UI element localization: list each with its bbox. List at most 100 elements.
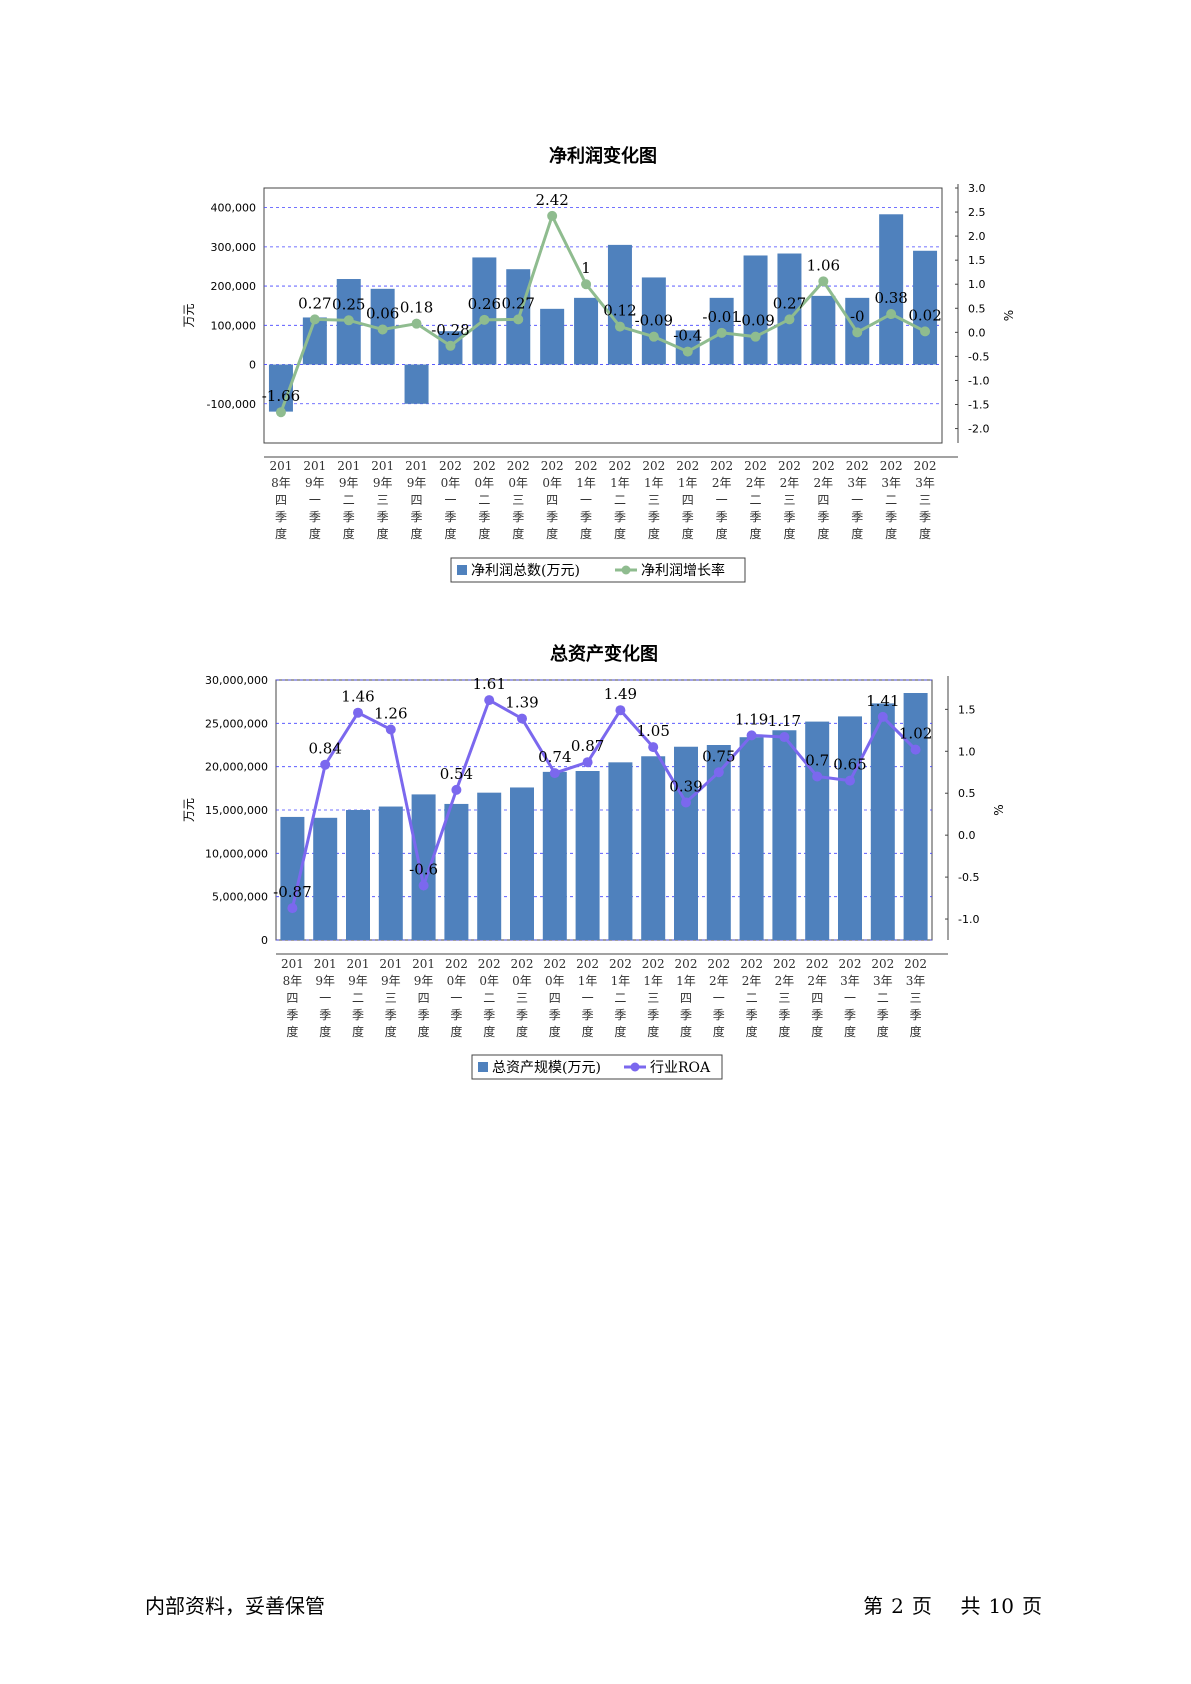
category-label: 202 0年四季度 <box>541 459 564 541</box>
bar <box>574 297 599 365</box>
y-tick-label: 15,000,000 <box>205 804 268 817</box>
series-point <box>287 903 298 914</box>
bar <box>879 214 904 365</box>
net-profit-chart-svg: 净利润变化图 -100,000 0 100,000 200,000 300,000 400,… <box>182 145 1016 583</box>
data-label: -0.6 <box>409 860 438 878</box>
category-label: 202 2年四季度 <box>806 957 829 1039</box>
data-label: 1.61 <box>472 675 505 693</box>
data-label: 1.06 <box>807 256 840 274</box>
category-label: 201 9年二季度 <box>347 957 370 1039</box>
series-point <box>445 340 456 351</box>
data-label: 1.39 <box>505 694 538 712</box>
category-label: 202 0年一季度 <box>445 957 468 1039</box>
legend-bar-label: 总资产规模(万元) <box>492 1060 601 1076</box>
y-tick-label: 300,000 <box>211 241 257 254</box>
legend-bar-swatch <box>478 1062 488 1072</box>
y2-tick-label: 0.0 <box>958 829 976 842</box>
category-label: 202 0年三季度 <box>507 459 530 541</box>
series-point <box>343 315 354 326</box>
bar <box>378 806 403 940</box>
bar <box>674 746 698 940</box>
bar <box>346 810 370 940</box>
data-label: -0.87 <box>273 883 311 901</box>
series-point <box>818 276 829 287</box>
data-label: 1.05 <box>636 722 669 740</box>
y-axis-label: 万元 <box>182 303 196 327</box>
data-label: 0.7 <box>805 751 829 769</box>
bar <box>913 250 938 365</box>
category-label: 202 1年一季度 <box>575 459 598 541</box>
y-axis-label: 万元 <box>182 798 196 822</box>
data-label: 0.18 <box>400 299 433 317</box>
y-tick-label: 100,000 <box>211 319 257 332</box>
y2-tick-label: 2.0 <box>968 230 986 243</box>
y2-tick-label: -1.0 <box>968 374 989 387</box>
series-point <box>784 314 795 325</box>
y-tick-label: 5,000,000 <box>212 891 268 904</box>
page-unit: 页 <box>911 1594 932 1618</box>
legend-line-marker <box>630 1062 640 1072</box>
data-label: 0.38 <box>874 289 907 307</box>
total-pages: 10 <box>988 1594 1014 1618</box>
series-point <box>353 707 363 718</box>
series-point <box>648 742 659 753</box>
data-label: 1.41 <box>866 692 899 710</box>
legend-bar-label: 净利润总数(万元) <box>471 563 580 579</box>
series-point <box>910 744 921 755</box>
series-point <box>779 732 790 743</box>
bar <box>641 277 666 365</box>
series-point <box>309 314 320 325</box>
data-label: 0.02 <box>908 306 941 324</box>
bar <box>510 787 534 940</box>
y2-tick-label: -0.5 <box>968 350 989 363</box>
total-assets-chart: 总资产变化图 0 5,000,000 10,000,000 15,000,000 20,0… <box>182 643 1006 1080</box>
data-label: 1.17 <box>768 712 801 730</box>
bar <box>743 255 768 365</box>
series-point <box>320 759 331 770</box>
category-label: 202 3年二季度 <box>880 459 903 541</box>
y2-tick-label: 0.5 <box>968 302 986 315</box>
y2-tick-label: 2.5 <box>968 206 986 219</box>
series-point <box>812 771 823 782</box>
category-label: 202 2年四季度 <box>812 459 835 541</box>
bar <box>772 730 797 940</box>
data-label: 1.02 <box>899 725 932 743</box>
category-label: 202 0年二季度 <box>478 957 501 1039</box>
legend-box <box>471 1054 723 1080</box>
data-label: -0.01 <box>702 308 740 326</box>
data-label: -0.4 <box>673 327 702 345</box>
data-label: -0.28 <box>431 321 469 339</box>
y2-tick-label: -2.0 <box>968 423 989 436</box>
category-label: 202 2年三季度 <box>773 957 796 1039</box>
series-line <box>290 697 917 909</box>
category-label: 202 1年四季度 <box>676 459 699 541</box>
category-label: 202 2年二季度 <box>744 459 767 541</box>
category-label: 202 1年三季度 <box>642 957 665 1039</box>
bar <box>280 816 305 940</box>
category-label: 201 8年四季度 <box>281 957 304 1039</box>
category-label: 202 1年二季度 <box>609 957 632 1039</box>
series-point <box>582 757 593 768</box>
bar <box>477 792 502 940</box>
bar <box>739 737 764 940</box>
category-label: 202 3年三季度 <box>914 459 937 541</box>
data-label: 0.87 <box>571 737 604 755</box>
data-label: -0 <box>850 307 865 325</box>
data-label: -1.66 <box>262 387 300 405</box>
legend-bar-swatch <box>457 565 467 575</box>
series-point <box>713 767 724 778</box>
data-label: 0.65 <box>833 756 866 774</box>
category-label: 202 0年一季度 <box>439 459 462 541</box>
data-label: -0.09 <box>635 312 673 330</box>
category-label: 202 0年三季度 <box>511 957 534 1039</box>
chart-title: 总资产变化图 <box>550 643 658 665</box>
y2-tick-label: 3.0 <box>968 182 986 195</box>
y2-axis-label: % <box>992 804 1006 815</box>
bar <box>870 703 895 940</box>
y2-tick-label: 0.5 <box>958 787 976 800</box>
series-point <box>852 327 863 338</box>
y-tick-label: 20,000,000 <box>205 761 268 774</box>
y2-tick-label: 1.5 <box>958 703 976 716</box>
series-point <box>886 309 897 320</box>
y2-tick-label: -1.5 <box>968 399 989 412</box>
